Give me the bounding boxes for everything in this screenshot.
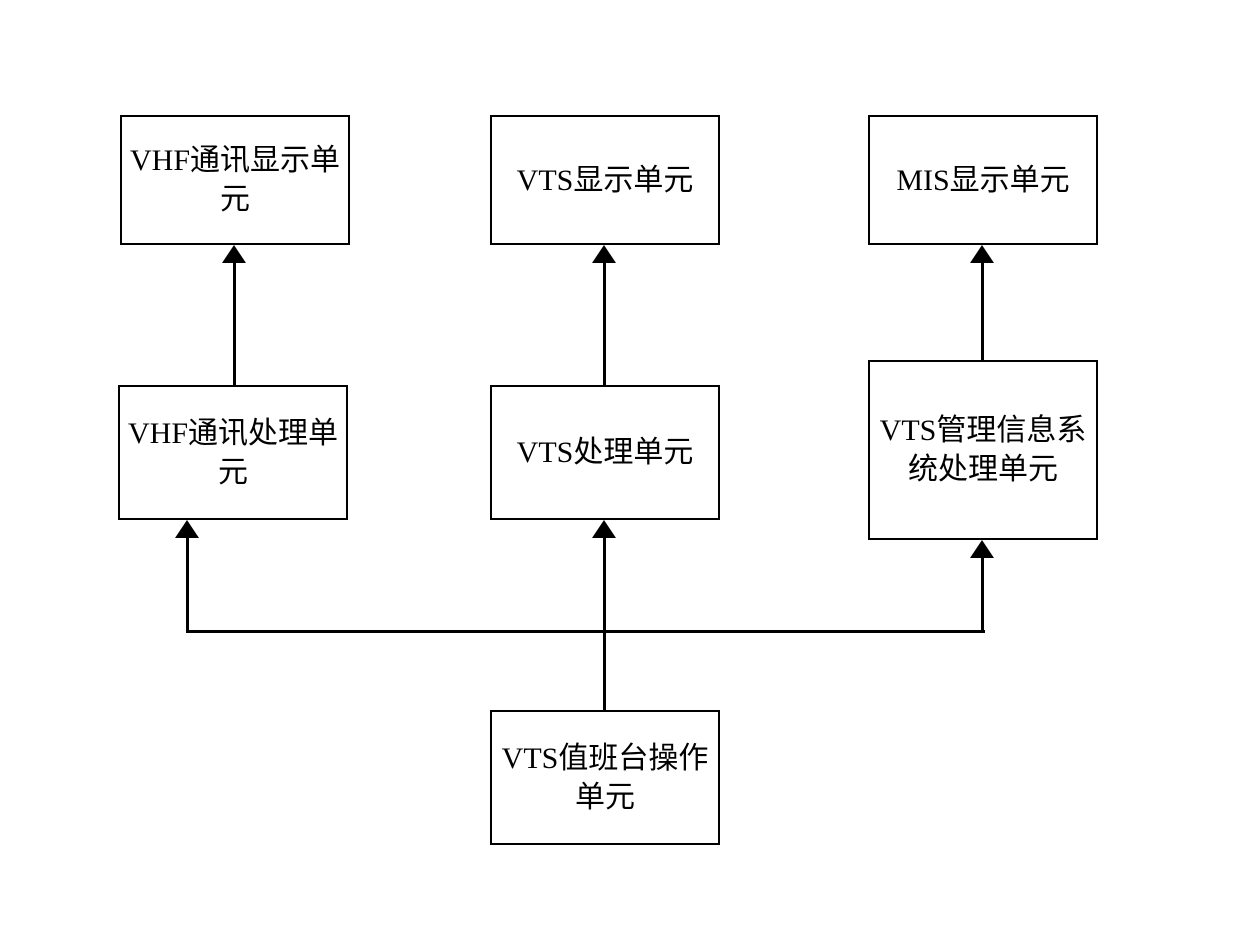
- edge-duty-to-vts-proc: [603, 532, 606, 710]
- node-vhf-proc: VHF通讯处理单元: [118, 385, 348, 520]
- arrowhead-up-icon: [175, 520, 199, 538]
- node-label: VTS处理单元: [517, 433, 694, 472]
- node-label: VHF通讯处理单元: [128, 414, 338, 492]
- node-vts-duty: VTS值班台操作单元: [490, 710, 720, 845]
- node-label: VTS显示单元: [517, 161, 694, 200]
- node-mis-display: MIS显示单元: [868, 115, 1098, 245]
- arrowhead-up-icon: [970, 540, 994, 558]
- node-label: MIS显示单元: [896, 161, 1069, 200]
- edge-mis-proc-to-display: [981, 257, 984, 360]
- node-vhf-display: VHF通讯显示单元: [120, 115, 350, 245]
- arrowhead-up-icon: [592, 520, 616, 538]
- node-vts-mis-proc: VTS管理信息系统处理单元: [868, 360, 1098, 540]
- arrowhead-up-icon: [592, 245, 616, 263]
- node-label: VTS值班台操作单元: [500, 739, 710, 817]
- node-vts-proc: VTS处理单元: [490, 385, 720, 520]
- edge-duty-to-vhf-proc: [186, 532, 189, 633]
- node-label: VTS管理信息系统处理单元: [878, 411, 1088, 489]
- edge-vts-proc-to-display: [603, 257, 606, 385]
- node-vts-display: VTS显示单元: [490, 115, 720, 245]
- edge-duty-horizontal-bus: [188, 630, 985, 633]
- arrowhead-up-icon: [970, 245, 994, 263]
- arrowhead-up-icon: [222, 245, 246, 263]
- edge-duty-to-mis-proc: [981, 552, 984, 633]
- edge-vhf-proc-to-display: [233, 257, 236, 385]
- node-label: VHF通讯显示单元: [130, 141, 340, 219]
